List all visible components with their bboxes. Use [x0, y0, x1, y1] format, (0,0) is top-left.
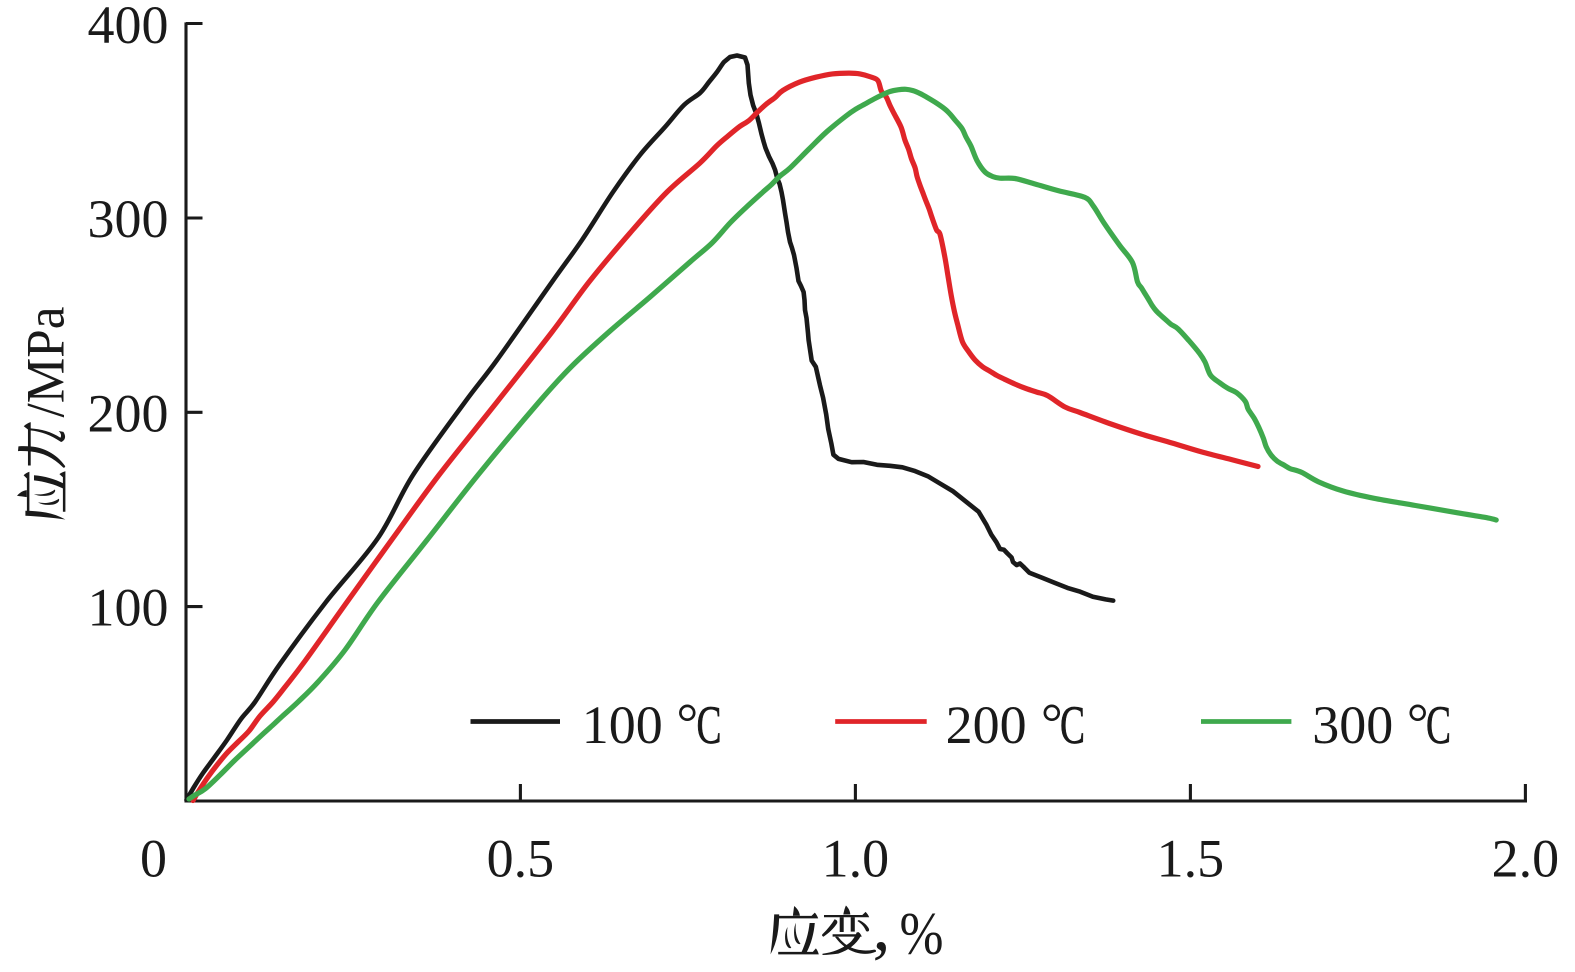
svg-text:1.5: 1.5: [1157, 829, 1225, 889]
svg-text:0: 0: [140, 829, 167, 889]
svg-text:100: 100: [582, 695, 663, 755]
svg-text:1.0: 1.0: [822, 829, 890, 889]
svg-text:200: 200: [946, 695, 1027, 755]
svg-text:C: C: [1060, 695, 1085, 755]
svg-text:0.5: 0.5: [487, 829, 555, 889]
svg-text:C: C: [1426, 695, 1451, 755]
svg-text:,: ,: [873, 886, 891, 966]
svg-text:/MPa: /MPa: [16, 306, 76, 417]
svg-text:200: 200: [88, 383, 169, 443]
svg-text:%: %: [900, 901, 944, 967]
svg-text:100: 100: [88, 578, 169, 638]
svg-text:2.0: 2.0: [1492, 829, 1560, 889]
svg-text:400: 400: [88, 0, 169, 55]
svg-text:300: 300: [1312, 695, 1393, 755]
svg-text:C: C: [697, 695, 722, 755]
svg-text:300: 300: [88, 189, 169, 249]
